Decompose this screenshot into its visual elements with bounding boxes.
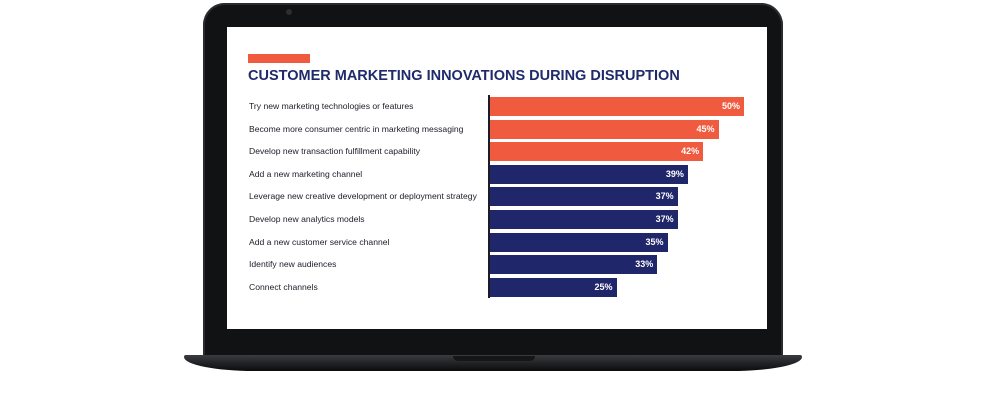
bar <box>489 232 668 252</box>
laptop-screen: CUSTOMER MARKETING INNOVATIONS DURING DI… <box>227 27 767 329</box>
data-label: 33% <box>635 259 654 270</box>
category-label: Develop new analytics models <box>249 214 365 224</box>
data-label: 37% <box>655 191 674 202</box>
bar <box>489 255 658 275</box>
data-label: 37% <box>655 214 674 224</box>
bar <box>489 277 617 297</box>
webcam-icon <box>286 9 292 15</box>
category-label: Become more consumer centric in marketin… <box>249 123 464 134</box>
bar <box>489 97 744 116</box>
bar <box>489 142 704 162</box>
category-label: Add a new customer service channel <box>249 236 390 247</box>
bar <box>489 119 719 139</box>
data-label: 45% <box>696 123 715 134</box>
data-label: 42% <box>681 146 700 157</box>
laptop-base <box>184 355 802 371</box>
laptop-notch <box>453 356 535 361</box>
title-accent-bar <box>248 54 310 63</box>
bar <box>489 164 688 184</box>
data-label: 39% <box>665 168 684 179</box>
bar <box>489 210 678 229</box>
category-axis-line <box>488 95 490 298</box>
category-label: Leverage new creative development or dep… <box>249 191 477 202</box>
category-label: Try new marketing technologies or featur… <box>249 101 414 111</box>
category-label: Connect channels <box>249 281 318 292</box>
chart-title: CUSTOMER MARKETING INNOVATIONS DURING DI… <box>248 68 680 84</box>
data-label: 35% <box>645 236 664 247</box>
data-label: 50% <box>721 101 740 111</box>
data-label: 25% <box>594 281 613 292</box>
category-label: Develop new transaction fulfillment capa… <box>249 146 421 157</box>
category-label: Add a new marketing channel <box>249 168 363 179</box>
category-label: Identify new audiences <box>249 259 337 270</box>
bar <box>489 187 678 207</box>
